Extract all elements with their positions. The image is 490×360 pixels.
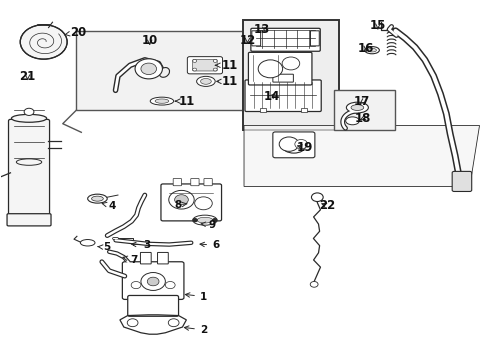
Text: 15: 15 — [370, 19, 386, 32]
Ellipse shape — [368, 48, 376, 52]
Text: 10: 10 — [142, 33, 158, 47]
Ellipse shape — [197, 217, 213, 223]
FancyBboxPatch shape — [122, 262, 184, 300]
Text: 20: 20 — [64, 26, 86, 39]
FancyBboxPatch shape — [193, 59, 217, 71]
Circle shape — [312, 193, 323, 202]
Ellipse shape — [193, 215, 217, 225]
Circle shape — [174, 195, 188, 205]
Text: 22: 22 — [319, 199, 335, 212]
Text: 6: 6 — [200, 240, 220, 250]
Circle shape — [141, 63, 157, 75]
Circle shape — [310, 282, 318, 287]
FancyBboxPatch shape — [245, 80, 321, 112]
Circle shape — [282, 57, 300, 70]
Circle shape — [135, 59, 162, 79]
Ellipse shape — [80, 239, 95, 246]
FancyBboxPatch shape — [191, 179, 199, 186]
Text: 11: 11 — [175, 95, 195, 108]
Circle shape — [131, 282, 141, 289]
FancyBboxPatch shape — [251, 28, 320, 51]
Polygon shape — [244, 126, 480, 186]
Ellipse shape — [92, 196, 103, 201]
Text: 1: 1 — [185, 292, 207, 302]
Circle shape — [127, 319, 138, 327]
Text: 11: 11 — [217, 75, 238, 88]
Ellipse shape — [11, 114, 47, 122]
Circle shape — [279, 137, 299, 151]
Ellipse shape — [345, 117, 359, 125]
Bar — [301, 108, 307, 112]
FancyBboxPatch shape — [173, 179, 181, 186]
Text: 19: 19 — [296, 141, 313, 154]
Ellipse shape — [155, 99, 169, 103]
Text: 16: 16 — [358, 41, 374, 54]
Text: 21: 21 — [20, 70, 36, 83]
Circle shape — [24, 108, 34, 116]
Bar — [243, 21, 339, 130]
Circle shape — [193, 219, 197, 222]
Circle shape — [295, 139, 308, 149]
FancyBboxPatch shape — [248, 52, 312, 85]
FancyBboxPatch shape — [158, 252, 168, 264]
FancyBboxPatch shape — [252, 31, 261, 46]
FancyBboxPatch shape — [204, 179, 212, 186]
Text: 14: 14 — [264, 90, 280, 103]
Ellipse shape — [150, 97, 173, 105]
Bar — [334, 90, 395, 130]
FancyBboxPatch shape — [273, 74, 294, 82]
Ellipse shape — [351, 105, 364, 111]
FancyBboxPatch shape — [311, 31, 319, 46]
Ellipse shape — [346, 102, 368, 113]
Circle shape — [258, 60, 283, 78]
Ellipse shape — [200, 78, 211, 84]
Text: 12: 12 — [239, 33, 256, 47]
Text: 3: 3 — [132, 240, 151, 250]
Text: 13: 13 — [254, 23, 270, 36]
Text: 4: 4 — [102, 201, 116, 211]
FancyBboxPatch shape — [128, 296, 178, 316]
Text: 18: 18 — [355, 112, 371, 125]
Text: 9: 9 — [201, 220, 215, 230]
Ellipse shape — [88, 194, 107, 203]
Circle shape — [20, 25, 67, 59]
Circle shape — [193, 59, 196, 62]
Circle shape — [213, 59, 217, 62]
Circle shape — [147, 277, 159, 286]
FancyBboxPatch shape — [187, 57, 222, 74]
Ellipse shape — [159, 68, 170, 77]
Circle shape — [168, 319, 179, 327]
Circle shape — [213, 219, 217, 222]
Text: 8: 8 — [174, 200, 187, 210]
Circle shape — [169, 190, 194, 209]
Circle shape — [193, 68, 196, 71]
Bar — [76, 31, 243, 110]
FancyBboxPatch shape — [8, 120, 49, 217]
Circle shape — [195, 197, 212, 210]
Circle shape — [165, 282, 175, 289]
Text: 5: 5 — [98, 242, 111, 252]
Circle shape — [141, 273, 165, 291]
Text: 2: 2 — [184, 325, 207, 335]
FancyBboxPatch shape — [452, 171, 472, 192]
Ellipse shape — [196, 76, 215, 86]
Circle shape — [213, 68, 217, 71]
FancyBboxPatch shape — [7, 214, 51, 226]
Text: 17: 17 — [354, 95, 370, 108]
FancyBboxPatch shape — [161, 184, 221, 221]
Text: 11: 11 — [216, 59, 238, 72]
Text: 7: 7 — [123, 255, 137, 265]
Ellipse shape — [365, 46, 379, 54]
Bar — [260, 108, 266, 112]
FancyBboxPatch shape — [141, 252, 151, 264]
FancyBboxPatch shape — [273, 132, 315, 158]
